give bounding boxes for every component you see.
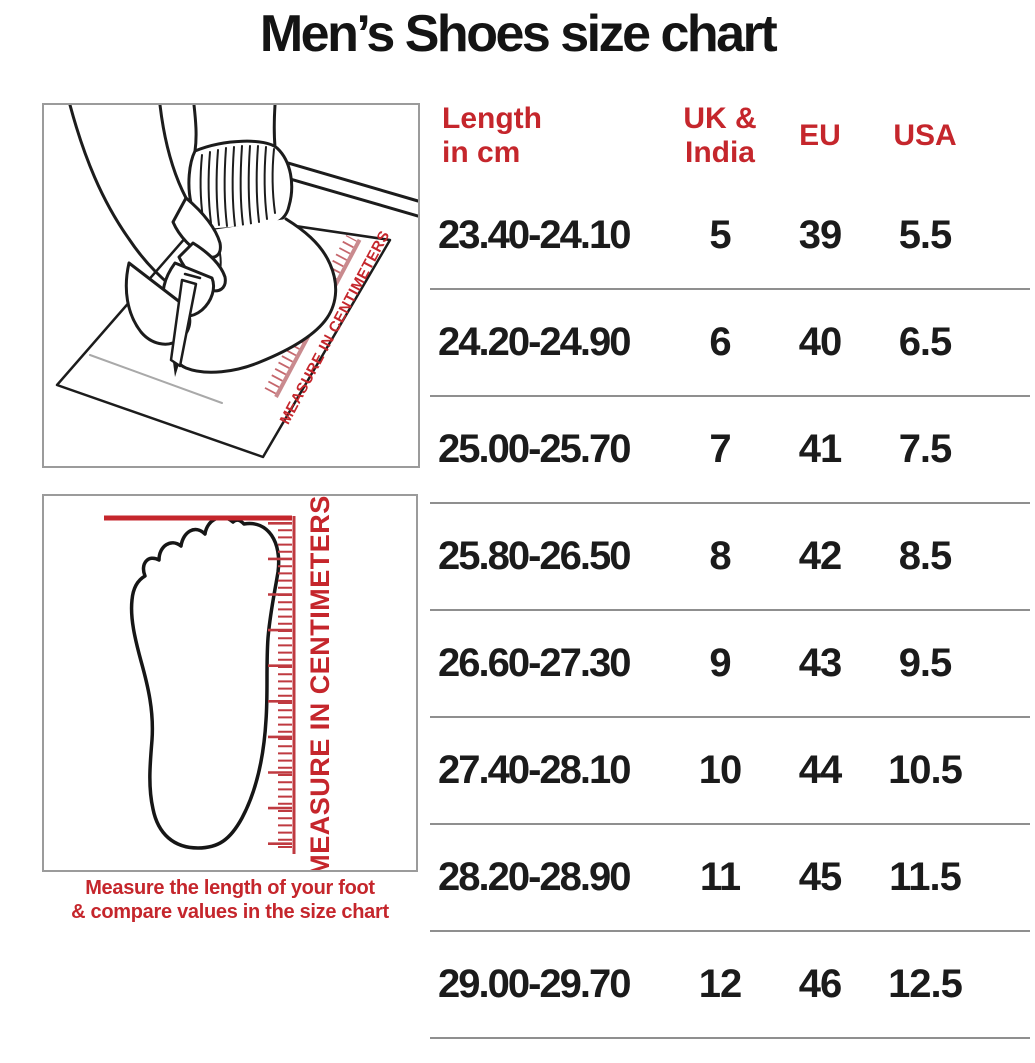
cell-uk: 7 (709, 427, 731, 471)
header-length-cm: Length in cm (442, 101, 542, 169)
vertical-ruler: MEASURE IN CENTIMETERS (104, 496, 335, 870)
cell-eu: 45 (798, 855, 843, 899)
cell-eu: 46 (798, 962, 843, 1006)
foot-tracing-icon: MEASURE IN CENTIMETERS (55, 105, 418, 459)
cell-eu: 40 (798, 320, 843, 364)
table-row: 23.40-24.10 5 39 5.5 (430, 183, 1030, 290)
header-eu: EU (799, 118, 841, 152)
cell-uk: 10 (698, 748, 743, 792)
page-title: Men’s Shoes size chart (259, 5, 778, 63)
cell-usa: 7.5 (898, 427, 953, 471)
cell-eu: 41 (798, 427, 843, 471)
foot-tracing-illustration: MEASURE IN CENTIMETERS (42, 103, 420, 468)
cell-uk: 9 (709, 641, 731, 685)
table-row: 29.00-29.70 12 46 12.5 (430, 932, 1030, 1039)
cell-uk: 8 (709, 534, 731, 578)
cell-usa: 6.5 (898, 320, 953, 364)
footprint-outline (129, 515, 281, 850)
cell-uk: 12 (698, 962, 743, 1006)
header-usa: USA (893, 118, 957, 152)
cell-uk: 5 (709, 213, 731, 257)
table-row: 28.20-28.90 11 45 11.5 (430, 825, 1030, 932)
table-row: 25.00-25.70 7 41 7.5 (430, 397, 1030, 504)
footprint-icon: MEASURE IN CENTIMETERS (104, 496, 335, 870)
header-uk-india: UK & India (683, 101, 757, 169)
cell-usa: 11.5 (889, 855, 962, 899)
size-table: Length in cm UK & India EU USA 23.40-24.… (430, 88, 1030, 1039)
cell-length: 27.40-28.10 (438, 748, 632, 792)
measure-caption-line1: Measure the length of your foot (85, 877, 375, 899)
measure-caption-line2: & compare values in the size chart (71, 901, 389, 924)
cell-eu: 43 (798, 641, 843, 685)
cell-uk: 6 (709, 320, 731, 364)
cell-length: 23.40-24.10 (438, 213, 632, 257)
cell-length: 25.00-25.70 (438, 427, 632, 471)
measure-caption: Measure the length of your foot & compar… (18, 876, 442, 925)
ruler-label-bottom: MEASURE IN CENTIMETERS (305, 496, 335, 870)
cell-usa: 8.5 (898, 534, 953, 578)
cell-eu: 44 (798, 748, 843, 792)
cell-length: 25.80-26.50 (438, 534, 632, 578)
size-table-header: Length in cm UK & India EU USA (430, 88, 1030, 183)
cell-length: 26.60-27.30 (438, 641, 632, 685)
table-row: 25.80-26.50 8 42 8.5 (430, 504, 1030, 611)
cell-uk: 11 (699, 855, 741, 899)
footprint-ruler-illustration: MEASURE IN CENTIMETERS (42, 494, 418, 872)
cell-usa: 5.5 (898, 213, 953, 257)
cell-length: 28.20-28.90 (438, 855, 632, 899)
cell-usa: 10.5 (888, 748, 963, 792)
table-row: 27.40-28.10 10 44 10.5 (430, 718, 1030, 825)
cell-eu: 39 (798, 213, 843, 257)
cell-eu: 42 (798, 534, 843, 578)
cell-length: 29.00-29.70 (438, 962, 632, 1006)
cell-usa: 12.5 (888, 962, 963, 1006)
cell-usa: 9.5 (898, 641, 953, 685)
table-row: 26.60-27.30 9 43 9.5 (430, 611, 1030, 718)
cell-length: 24.20-24.90 (438, 320, 632, 364)
table-row: 24.20-24.90 6 40 6.5 (430, 290, 1030, 397)
